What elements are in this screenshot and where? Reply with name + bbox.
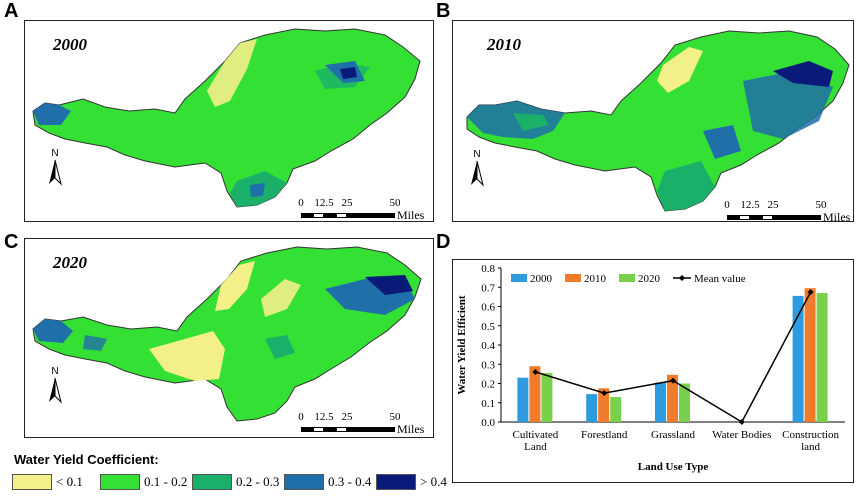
panel-letter-c: C — [4, 231, 19, 253]
panel-letter-d: D — [436, 231, 451, 253]
legend-swatch — [12, 474, 52, 490]
legend-item-0-3-0-4: 0.3 - 0.4 — [284, 473, 371, 491]
scale-tick-0: 0 — [298, 411, 304, 423]
scale-tick-12-5: 12.5 — [314, 411, 334, 423]
legend-item-0-2-0-3: 0.2 - 0.3 — [192, 473, 279, 491]
legend-swatch — [192, 474, 232, 490]
chart-legend-swatch-2000 — [511, 274, 527, 282]
y-tick-label: 0.4 — [481, 340, 495, 352]
legend-swatch — [376, 474, 416, 490]
y-tick-label: 0.0 — [481, 417, 495, 429]
bar-2010-0 — [529, 366, 541, 422]
chart-legend-swatch-2020 — [619, 274, 635, 282]
x-axis-title: Land Use Type — [638, 461, 709, 473]
scale-bar-2000: 0 12.5 25 50 Miles — [297, 197, 433, 221]
y-tick-label: 0.1 — [481, 398, 495, 410]
chart-panel: 0.0 0.1 0.2 0.3 0.4 0.5 0.6 0.7 0.8 Water Yield E… — [452, 259, 854, 483]
scale-tick-25: 25 — [341, 411, 353, 423]
legend-item-lt-0-1: < 0.1 — [12, 473, 83, 491]
y-tick-label: 0.2 — [481, 379, 495, 391]
legend-title: Water Yield Coefficient: — [14, 452, 159, 467]
x-tick-label: land — [801, 441, 820, 453]
chart-legend-swatch-2010 — [565, 274, 581, 282]
mean-value-point — [807, 289, 814, 296]
y-axis-title: Water Yield Efficient — [456, 295, 468, 395]
bar-2000-4 — [792, 295, 804, 422]
legend-label: 0.1 - 0.2 — [144, 474, 188, 489]
y-tick-label: 0.6 — [481, 302, 495, 314]
north-label: N — [51, 366, 58, 377]
scale-tick-25: 25 — [341, 197, 353, 209]
x-tick-label: Forestland — [581, 429, 628, 441]
map-year-2000: 2000 — [53, 35, 87, 54]
map-panel-2000: 2000 N 0 12.5 25 50 Miles — [24, 20, 434, 222]
legend-label: > 0.4 — [420, 474, 447, 489]
chart-legend-label-2000: 2000 — [530, 273, 553, 285]
panel-letter-a: A — [4, 0, 19, 22]
north-label: N — [473, 149, 480, 160]
bar-2020-1 — [610, 396, 622, 422]
scale-tick-0: 0 — [724, 199, 730, 211]
scale-tick-12-5: 12.5 — [740, 199, 760, 211]
y-tick-label: 0.7 — [481, 282, 495, 294]
x-tick-label: Grassland — [651, 429, 695, 441]
map-year-2010: 2010 — [487, 35, 521, 54]
x-tick-label: Land — [524, 441, 547, 453]
legend-swatch — [284, 474, 324, 490]
map-panel-2010: 2010 N 0 12.5 25 50 Miles — [452, 20, 854, 222]
north-arrow-icon: N — [49, 366, 62, 404]
chart-legend-label-2010: 2010 — [584, 273, 607, 285]
map-shape-2010 — [466, 30, 850, 212]
scale-units: Miles — [823, 210, 851, 222]
legend-item-gt-0-4: > 0.4 — [376, 473, 447, 491]
bar-2000-2 — [655, 382, 666, 422]
scale-tick-0: 0 — [298, 197, 304, 209]
panel-letter-b: B — [436, 0, 451, 22]
bar-2000-0 — [517, 377, 529, 422]
map-shape-2000 — [32, 28, 421, 208]
water-yield-bar-chart: 0.0 0.1 0.2 0.3 0.4 0.5 0.6 0.7 0.8 Water Yield E… — [456, 263, 845, 473]
x-tick-label: Construction — [782, 429, 839, 441]
mean-value-point — [601, 390, 608, 397]
y-tick-label: 0.5 — [481, 321, 495, 333]
scale-bar-2020: 0 12.5 25 50 Miles — [297, 411, 433, 436]
legend-label: 0.3 - 0.4 — [328, 474, 372, 489]
y-tick-label: 0.8 — [481, 263, 495, 275]
map-year-2020: 2020 — [53, 253, 87, 272]
legend-item-0-1-0-2: 0.1 - 0.2 — [100, 473, 187, 491]
map-panel-2020: 2020 N 0 12.5 25 50 Miles — [24, 238, 434, 438]
chart-legend-label-mean: Mean value — [694, 273, 746, 285]
legend-swatch — [100, 474, 140, 490]
y-tick-label: 0.3 — [481, 359, 495, 371]
north-arrow-icon: N — [471, 149, 484, 187]
bar-2000-1 — [586, 394, 598, 422]
scale-tick-50: 50 — [815, 199, 827, 211]
x-tick-label: Water Bodies — [712, 429, 771, 441]
scale-tick-25: 25 — [767, 199, 779, 211]
x-tick-label: Cultivated — [512, 429, 558, 441]
mean-value-point — [670, 377, 676, 384]
scale-bar-2010: 0 12.5 25 50 Miles — [723, 199, 853, 221]
scale-units: Miles — [397, 422, 425, 436]
legend-label: 0.2 - 0.3 — [236, 474, 280, 489]
scale-units: Miles — [397, 208, 425, 222]
legend-label: < 0.1 — [56, 474, 83, 489]
scale-tick-12-5: 12.5 — [314, 197, 334, 209]
mean-value-point — [738, 419, 745, 425]
bar-2010-1 — [598, 388, 610, 422]
chart-legend-label-2020: 2020 — [638, 273, 661, 285]
bar-2020-4 — [816, 293, 828, 422]
bar-2010-4 — [804, 288, 816, 422]
scale-tick-50: 50 — [389, 197, 401, 209]
north-arrow-icon: N — [49, 148, 62, 186]
bar-2010-2 — [667, 374, 678, 422]
north-label: N — [51, 148, 58, 159]
map-shape-2020 — [32, 246, 422, 422]
chart-legend-mean-marker — [679, 275, 685, 281]
scale-tick-50: 50 — [389, 411, 401, 423]
bar-2020-2 — [679, 383, 690, 422]
mean-value-point — [532, 368, 539, 375]
bar-2020-0 — [541, 372, 553, 422]
